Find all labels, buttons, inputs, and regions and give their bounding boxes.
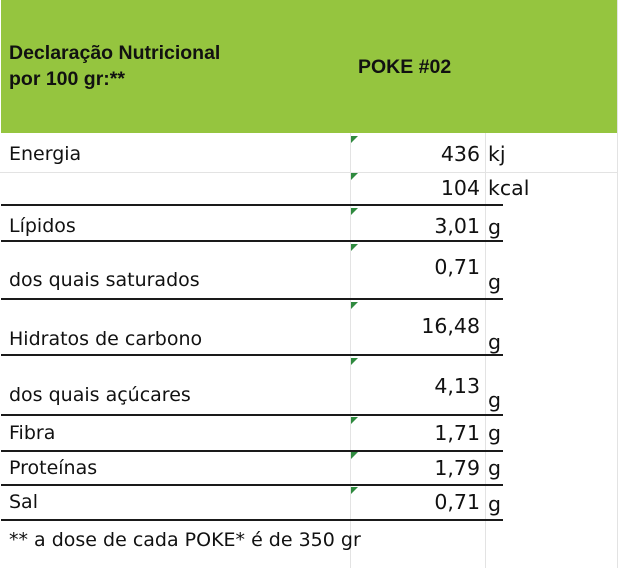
row-separator bbox=[1, 298, 503, 300]
table-row: Proteínas 1,79 g bbox=[0, 452, 618, 484]
row-label: Lípidos bbox=[9, 215, 76, 237]
table-row: 104 kcal bbox=[0, 172, 618, 204]
row-label: Sal bbox=[9, 491, 38, 513]
row-value: 16,48 bbox=[421, 314, 480, 338]
table-row: Lípidos 3,01 g bbox=[0, 206, 618, 240]
row-unit: g bbox=[488, 388, 502, 412]
table-row: Hidratos de carbono 16,48 g bbox=[0, 300, 618, 354]
row-label: dos quais açúcares bbox=[9, 384, 191, 406]
table-row: dos quais açúcares 4,13 g bbox=[0, 356, 618, 414]
row-separator bbox=[1, 450, 503, 452]
cell-comment-marker bbox=[351, 302, 358, 309]
row-value: 104 bbox=[440, 176, 480, 200]
cell-comment-marker bbox=[351, 487, 358, 494]
row-separator bbox=[1, 519, 503, 521]
cell-comment-marker bbox=[351, 136, 358, 143]
table-row: Energia 436 kj bbox=[0, 142, 618, 172]
table-row: dos quais saturados 0,71 g bbox=[0, 242, 618, 298]
cell-comment-marker bbox=[351, 244, 358, 251]
row-separator bbox=[1, 484, 503, 486]
table-header: Declaração Nutricional por 100 gr:** POK… bbox=[1, 0, 617, 133]
row-label: Fibra bbox=[9, 422, 56, 444]
row-value: 1,79 bbox=[434, 456, 480, 480]
grid-column-line bbox=[485, 0, 486, 568]
row-unit: g bbox=[488, 456, 502, 480]
header-title: Declaração Nutricional por 100 gr:** bbox=[9, 40, 329, 92]
footnote: ** a dose de cada POKE* é de 350 gr bbox=[9, 529, 361, 551]
row-separator bbox=[1, 240, 503, 242]
cell-comment-marker bbox=[351, 208, 358, 215]
row-value: 0,71 bbox=[434, 255, 480, 279]
row-unit: g bbox=[488, 270, 502, 294]
table-row: Fibra 1,71 g bbox=[0, 416, 618, 450]
row-label: Proteínas bbox=[9, 457, 98, 479]
row-unit: kcal bbox=[488, 176, 530, 200]
header-title-line-1: Declaração Nutricional bbox=[9, 42, 221, 64]
cell-comment-marker bbox=[351, 452, 358, 459]
row-separator bbox=[1, 414, 503, 416]
row-separator bbox=[1, 354, 503, 356]
row-unit: g bbox=[488, 421, 502, 445]
header-column-label: POKE #02 bbox=[358, 56, 452, 78]
row-label: dos quais saturados bbox=[9, 269, 200, 291]
row-unit: kj bbox=[488, 142, 506, 166]
table-row: Sal 0,71 g bbox=[0, 486, 618, 519]
cell-comment-marker bbox=[351, 173, 358, 180]
row-separator bbox=[1, 204, 503, 206]
row-unit: g bbox=[488, 330, 502, 354]
row-value: 0,71 bbox=[434, 490, 480, 514]
grid-column-line bbox=[350, 0, 351, 568]
cell-comment-marker bbox=[351, 358, 358, 365]
row-unit: g bbox=[488, 215, 502, 239]
row-value: 3,01 bbox=[434, 214, 480, 238]
row-value: 436 bbox=[440, 142, 480, 166]
row-value: 4,13 bbox=[434, 374, 480, 398]
header-title-line-2: por 100 gr:** bbox=[9, 68, 125, 90]
row-label: Hidratos de carbono bbox=[9, 328, 203, 350]
cell-comment-marker bbox=[351, 417, 358, 424]
row-unit: g bbox=[488, 492, 502, 516]
row-value: 1,71 bbox=[434, 421, 480, 445]
row-label: Energia bbox=[9, 143, 82, 165]
grid-row-line bbox=[0, 172, 618, 173]
